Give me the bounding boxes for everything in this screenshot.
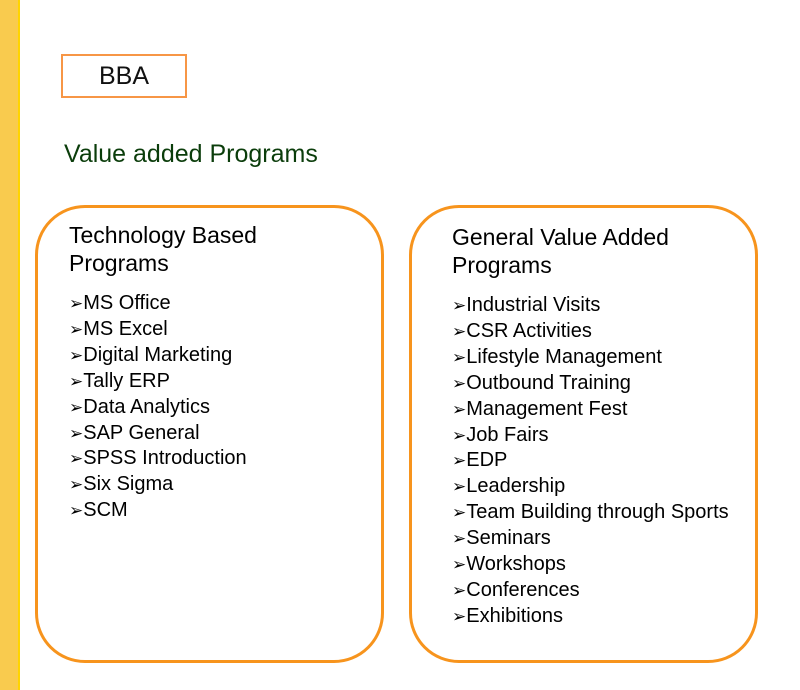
arrowhead-bullet-icon: ➢ (452, 296, 467, 315)
list-item-text: EDP (466, 449, 508, 472)
list-item-text: MS Excel (83, 317, 168, 340)
list-item: ➢Management Fest (452, 397, 755, 423)
program-list: ➢MS Office ➢MS Excel ➢Digital Marketing ➢Ta… (69, 291, 381, 524)
list-item-text: Workshops (466, 553, 566, 576)
list-item: ➢Outbound Training (452, 371, 755, 397)
list-item-text: Team Building through Sports (466, 501, 729, 524)
arrowhead-bullet-icon: ➢ (69, 397, 84, 417)
arrowhead-bullet-icon: ➢ (452, 451, 467, 471)
arrowhead-bullet-icon: ➢ (69, 423, 84, 443)
arrowhead-bullet-icon: ➢ (452, 477, 467, 497)
list-item: ➢Team Building through Sports (452, 500, 755, 526)
arrowhead-bullet-icon: ➢ (69, 345, 84, 365)
list-item: ➢SPSS Introduction (69, 446, 381, 472)
side-bar (0, 0, 20, 690)
list-item: ➢SCM (69, 498, 381, 524)
arrowhead-bullet-icon: ➢ (69, 449, 84, 469)
list-item: ➢Tally ERP (69, 369, 381, 395)
list-item-text: CSR Activities (466, 319, 592, 342)
list-item-text: Conferences (466, 578, 580, 601)
list-item: ➢Exhibitions (452, 604, 755, 630)
list-item-text: SPSS Introduction (83, 447, 247, 470)
list-item: ➢Lifestyle Management (452, 345, 755, 371)
page-title: Value added Programs (64, 140, 318, 168)
arrowhead-bullet-icon: ➢ (452, 373, 467, 393)
technology-programs-panel: Technology Based Programs ➢MS Office ➢MS E… (35, 205, 384, 663)
list-item-text: Tally ERP (83, 369, 170, 392)
list-item: ➢Leadership (452, 474, 755, 500)
list-item: ➢MS Office (69, 291, 381, 317)
list-item: ➢Industrial Visits (452, 293, 755, 319)
list-item-text: Management Fest (466, 397, 628, 420)
panel-heading: Technology Based Programs (69, 221, 381, 277)
arrowhead-bullet-icon: ➢ (452, 399, 467, 419)
program-label: BBA (61, 54, 187, 98)
list-item: ➢CSR Activities (452, 319, 755, 345)
heading-line: Technology Based (69, 222, 257, 248)
list-item: ➢SAP General (69, 421, 381, 447)
arrowhead-bullet-icon: ➢ (452, 606, 467, 626)
arrowhead-bullet-icon: ➢ (69, 371, 84, 391)
arrowhead-bullet-icon: ➢ (452, 555, 467, 575)
arrowhead-bullet-icon: ➢ (452, 580, 467, 600)
arrowhead-bullet-icon: ➢ (69, 475, 84, 495)
heading-line: General Value Added (452, 224, 669, 250)
arrowhead-bullet-icon: ➢ (69, 294, 84, 313)
list-item-text: Outbound Training (466, 371, 631, 394)
arrowhead-bullet-icon: ➢ (69, 501, 84, 521)
list-item-text: Six Sigma (83, 473, 174, 496)
list-item-text: Job Fairs (466, 423, 549, 446)
panel-heading: General Value Added Programs (452, 223, 755, 279)
list-item-text: Data Analytics (83, 395, 210, 418)
arrowhead-bullet-icon: ➢ (452, 529, 467, 549)
list-item: ➢Seminars (452, 526, 755, 552)
list-item-text: Digital Marketing (83, 343, 233, 366)
list-item: ➢MS Excel (69, 317, 381, 343)
list-item: ➢Job Fairs (452, 423, 755, 449)
list-item-text: SCM (83, 499, 128, 522)
heading-line: Programs (69, 250, 169, 276)
list-item: ➢Workshops (452, 552, 755, 578)
arrowhead-bullet-icon: ➢ (452, 321, 467, 341)
arrowhead-bullet-icon: ➢ (452, 347, 467, 367)
list-item: ➢Six Sigma (69, 472, 381, 498)
program-list: ➢Industrial Visits ➢CSR Activities ➢Lifest… (452, 293, 755, 630)
list-item-text: Leadership (466, 475, 566, 498)
list-item-text: Seminars (466, 527, 551, 550)
heading-line: Programs (452, 252, 552, 278)
arrowhead-bullet-icon: ➢ (452, 503, 467, 523)
list-item: ➢Data Analytics (69, 395, 381, 421)
list-item-text: Exhibitions (466, 604, 563, 627)
general-programs-panel: General Value Added Programs ➢Industrial … (409, 205, 758, 663)
list-item: ➢Conferences (452, 578, 755, 604)
list-item-text: Industrial Visits (466, 294, 601, 316)
list-item-text: MS Office (83, 292, 171, 314)
arrowhead-bullet-icon: ➢ (452, 425, 467, 445)
list-item-text: SAP General (83, 421, 200, 444)
list-item-text: Lifestyle Management (466, 345, 662, 368)
list-item: ➢Digital Marketing (69, 343, 381, 369)
arrowhead-bullet-icon: ➢ (69, 319, 84, 339)
list-item: ➢EDP (452, 448, 755, 474)
